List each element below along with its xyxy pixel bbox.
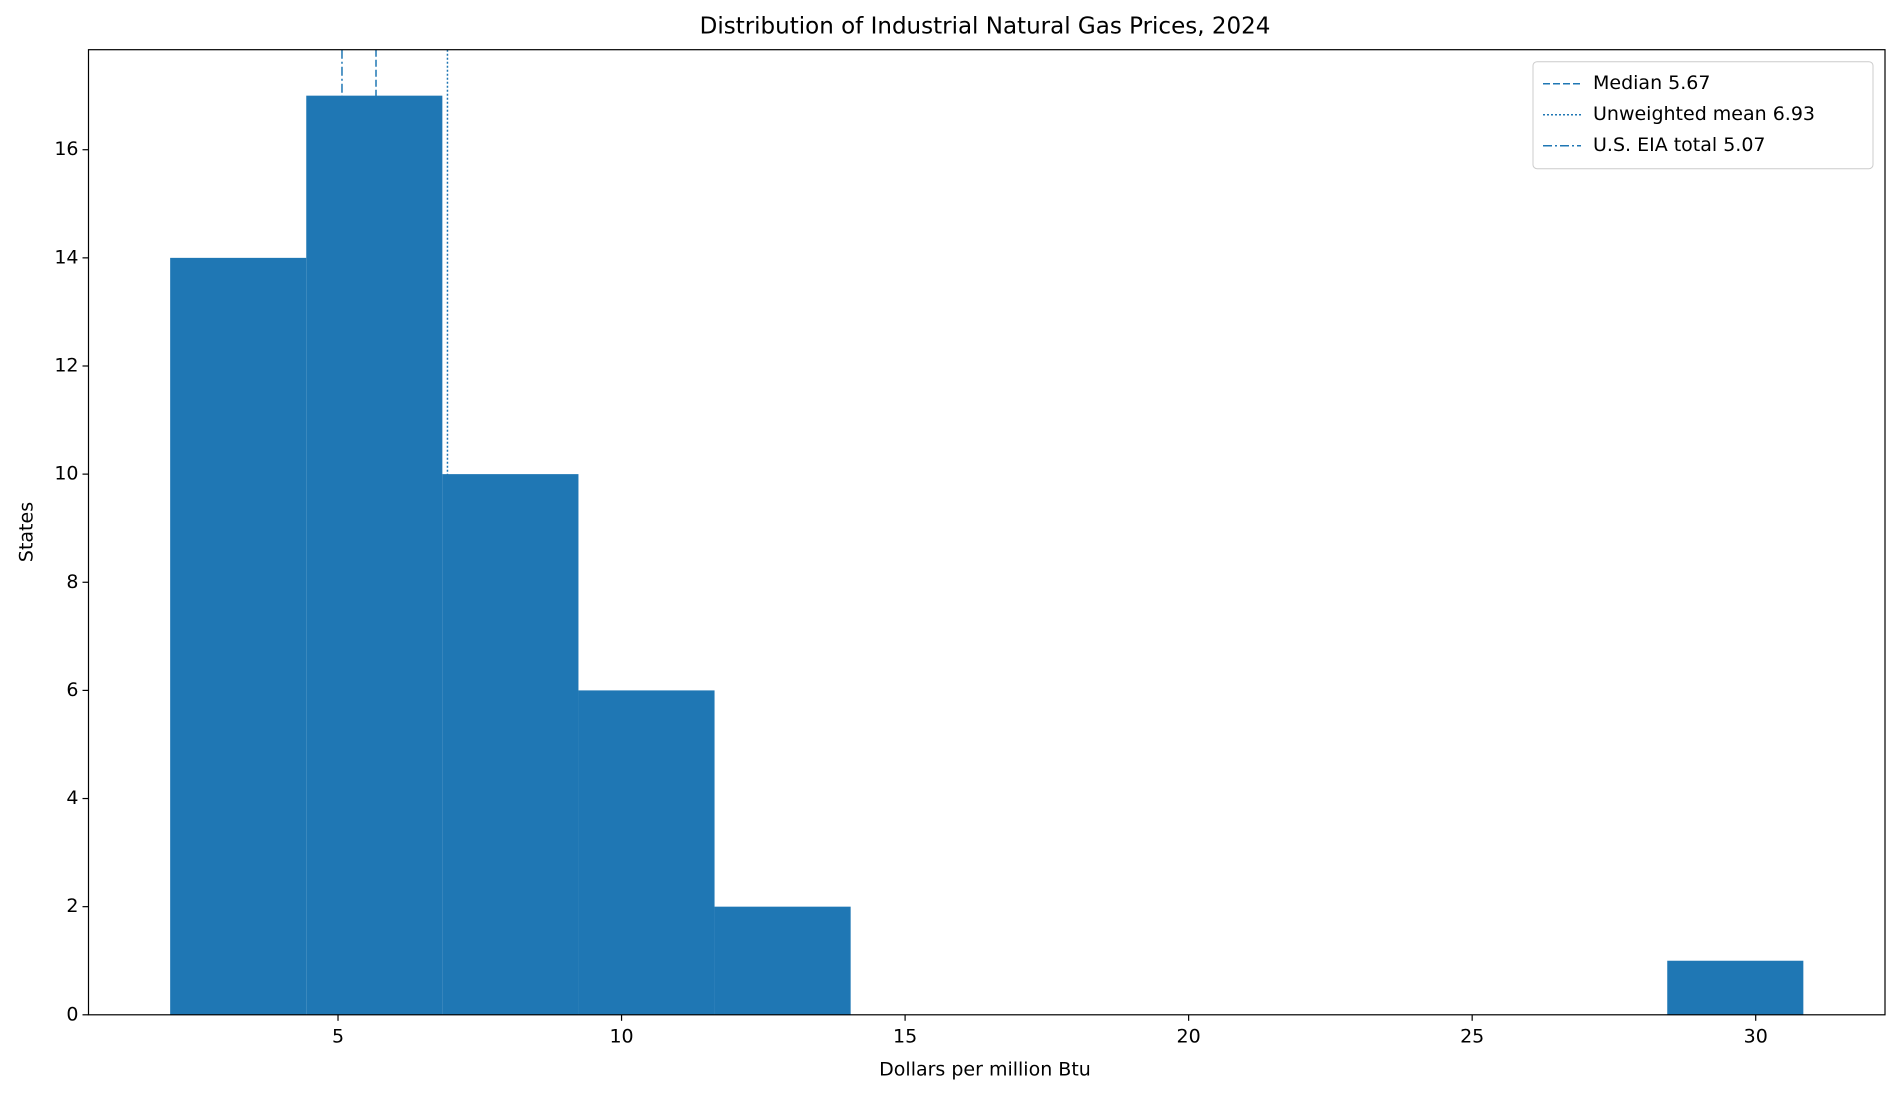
x-tick-label: 10 bbox=[609, 1025, 633, 1047]
y-tick-label: 2 bbox=[66, 895, 78, 917]
y-tick-label: 14 bbox=[54, 246, 78, 268]
x-tick-label: 25 bbox=[1460, 1025, 1484, 1047]
bar bbox=[306, 95, 443, 1015]
legend-label: Median 5.67 bbox=[1593, 72, 1710, 94]
y-axis-label: States bbox=[16, 502, 38, 562]
bar bbox=[714, 906, 851, 1015]
chart-title: Distribution of Industrial Natural Gas P… bbox=[700, 14, 1271, 40]
plot-frame bbox=[87, 49, 1886, 1016]
y-tick-label: 4 bbox=[66, 787, 78, 809]
legend-label: Unweighted mean 6.93 bbox=[1593, 103, 1815, 125]
legend-label: U.S. EIA total 5.07 bbox=[1593, 134, 1766, 156]
y-tick-label: 10 bbox=[54, 463, 78, 485]
bar bbox=[1667, 960, 1804, 1015]
x-tick-label: 30 bbox=[1744, 1025, 1768, 1047]
y-tick-label: 8 bbox=[66, 571, 78, 593]
y-tick-label: 16 bbox=[54, 138, 78, 160]
x-axis-label: Dollars per million Btu bbox=[879, 1059, 1091, 1081]
y-tick-label: 0 bbox=[66, 1003, 78, 1025]
y-tick-label: 12 bbox=[54, 354, 78, 376]
bar bbox=[442, 474, 579, 1015]
x-tick-label: 20 bbox=[1177, 1025, 1201, 1047]
x-tick-label: 5 bbox=[332, 1025, 344, 1047]
bar bbox=[170, 257, 307, 1015]
x-tick-label: 15 bbox=[893, 1025, 917, 1047]
legend-box bbox=[1532, 61, 1874, 170]
y-tick-label: 6 bbox=[66, 679, 78, 701]
bar bbox=[578, 690, 715, 1015]
